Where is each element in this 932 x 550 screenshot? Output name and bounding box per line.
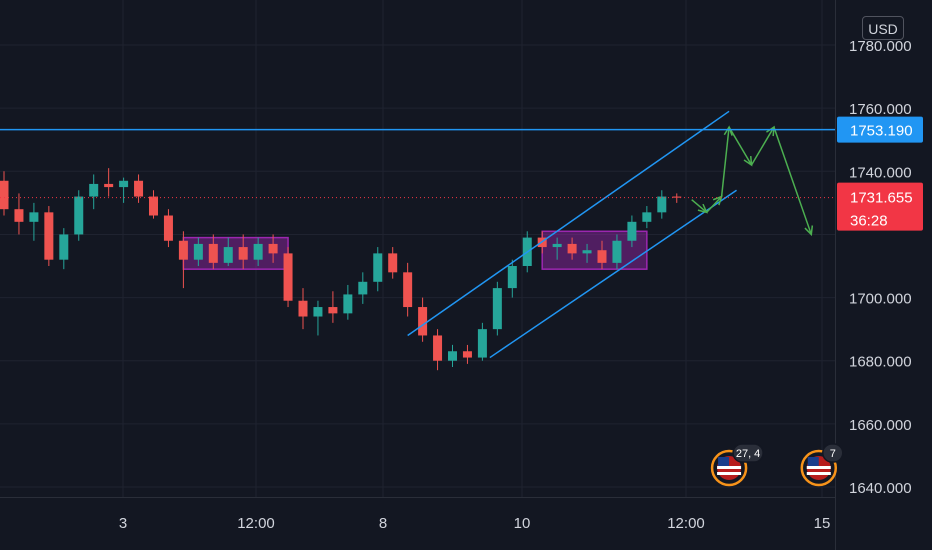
candle-body	[149, 196, 158, 216]
candle-body	[89, 183, 99, 197]
price-tick-label: 1640.000	[849, 480, 912, 497]
projection-segment	[728, 126, 753, 166]
candle-body	[208, 243, 218, 263]
candle-body	[433, 335, 443, 361]
candle-body	[477, 329, 487, 358]
candle-body	[0, 180, 9, 210]
candle-body	[627, 221, 637, 241]
level-price-label: 1753.190	[850, 123, 913, 140]
price-tick-label: 1760.000	[849, 101, 912, 118]
candle-body	[298, 300, 308, 317]
candle-body	[388, 253, 398, 273]
candle-body	[163, 215, 173, 241]
time-tick-label: 12:00	[667, 515, 705, 532]
candle-body	[59, 234, 69, 260]
event-count-pill	[822, 443, 844, 463]
channel-lines[interactable]	[407, 110, 737, 359]
projection-segment	[720, 127, 730, 197]
price-tick-label: 1780.000	[849, 38, 912, 55]
candle-body	[418, 307, 428, 336]
time-tick-label: 12:00	[237, 515, 275, 532]
event-badge-2[interactable]: 7	[800, 443, 844, 487]
time-axis[interactable]: 3 12:00 8 10 12:00 15	[119, 515, 831, 532]
candle-body	[119, 180, 129, 188]
flag-stripe	[806, 466, 831, 469]
channel-line-2[interactable]	[489, 189, 737, 359]
projection-segment	[691, 199, 708, 213]
candle-body	[283, 253, 293, 301]
candle-body	[448, 351, 457, 361]
flag-canton	[807, 457, 819, 466]
projection-segment	[773, 126, 813, 235]
candle-body	[597, 250, 607, 263]
price-tick-label: 1680.000	[849, 354, 912, 371]
candle-body	[612, 240, 622, 263]
time-tick-label: 3	[119, 515, 127, 532]
flag-stripe	[717, 472, 742, 475]
candle-body	[373, 253, 383, 282]
channel-line-1[interactable]	[407, 110, 730, 337]
economic-events[interactable]: 27, 4 7	[710, 443, 844, 487]
candle-body	[29, 212, 39, 222]
candle-body	[178, 240, 188, 260]
candle-body	[343, 294, 353, 314]
candle-body	[462, 351, 472, 358]
projection-arrowhead	[804, 225, 814, 237]
candle-body	[253, 243, 263, 260]
level-price-tag: 1753.190	[837, 116, 923, 143]
candle-body	[567, 243, 577, 254]
event-count-pill	[732, 443, 764, 463]
candle-body	[74, 196, 84, 235]
flag-canton	[718, 457, 730, 466]
price-tick-label: 1660.000	[849, 417, 912, 434]
time-tick-label: 8	[379, 515, 387, 532]
candle-body	[223, 247, 233, 263]
flag-stripe	[806, 472, 831, 475]
projection-segment	[706, 196, 723, 213]
candle-body	[238, 247, 248, 260]
candle-body	[193, 243, 203, 260]
bar-countdown: 36:28	[850, 213, 888, 230]
price-tick-label: 1740.000	[849, 164, 912, 181]
candle-body	[268, 243, 278, 254]
chart-grid	[0, 0, 836, 550]
event-badge-1[interactable]: 27, 4	[710, 443, 764, 487]
candle-body	[403, 272, 413, 308]
consolidation-zones[interactable]	[182, 230, 648, 270]
flag-stripe	[717, 466, 742, 469]
time-tick-label: 10	[514, 515, 531, 532]
candle-body	[313, 307, 323, 317]
price-tick-label: 1700.000	[849, 291, 912, 308]
candle-body	[657, 196, 667, 213]
candle-body	[582, 250, 592, 254]
candle-body	[14, 209, 24, 222]
candle-body	[44, 212, 54, 260]
candle-body	[104, 183, 114, 188]
candle-body	[642, 212, 652, 222]
candle-body	[328, 307, 338, 314]
time-tick-label: 15	[814, 515, 831, 532]
projection-segment	[750, 126, 775, 166]
candle-body	[358, 281, 368, 295]
candle-body	[507, 266, 517, 289]
price-axis[interactable]: 1640.000 1660.000 1680.000 1700.000 1740.000…	[849, 38, 912, 497]
last-price-tag: 1731.655 36:28	[837, 182, 923, 231]
event-count: 27, 4	[736, 448, 760, 460]
currency-button[interactable]: USD	[862, 16, 904, 40]
last-price-label: 1731.655	[850, 190, 913, 207]
event-count: 7	[830, 448, 836, 460]
candle-body	[672, 196, 682, 198]
projection-arrows[interactable]	[691, 125, 814, 237]
candle-body	[134, 180, 144, 197]
candle-body	[492, 288, 502, 330]
candle-body	[552, 243, 562, 248]
